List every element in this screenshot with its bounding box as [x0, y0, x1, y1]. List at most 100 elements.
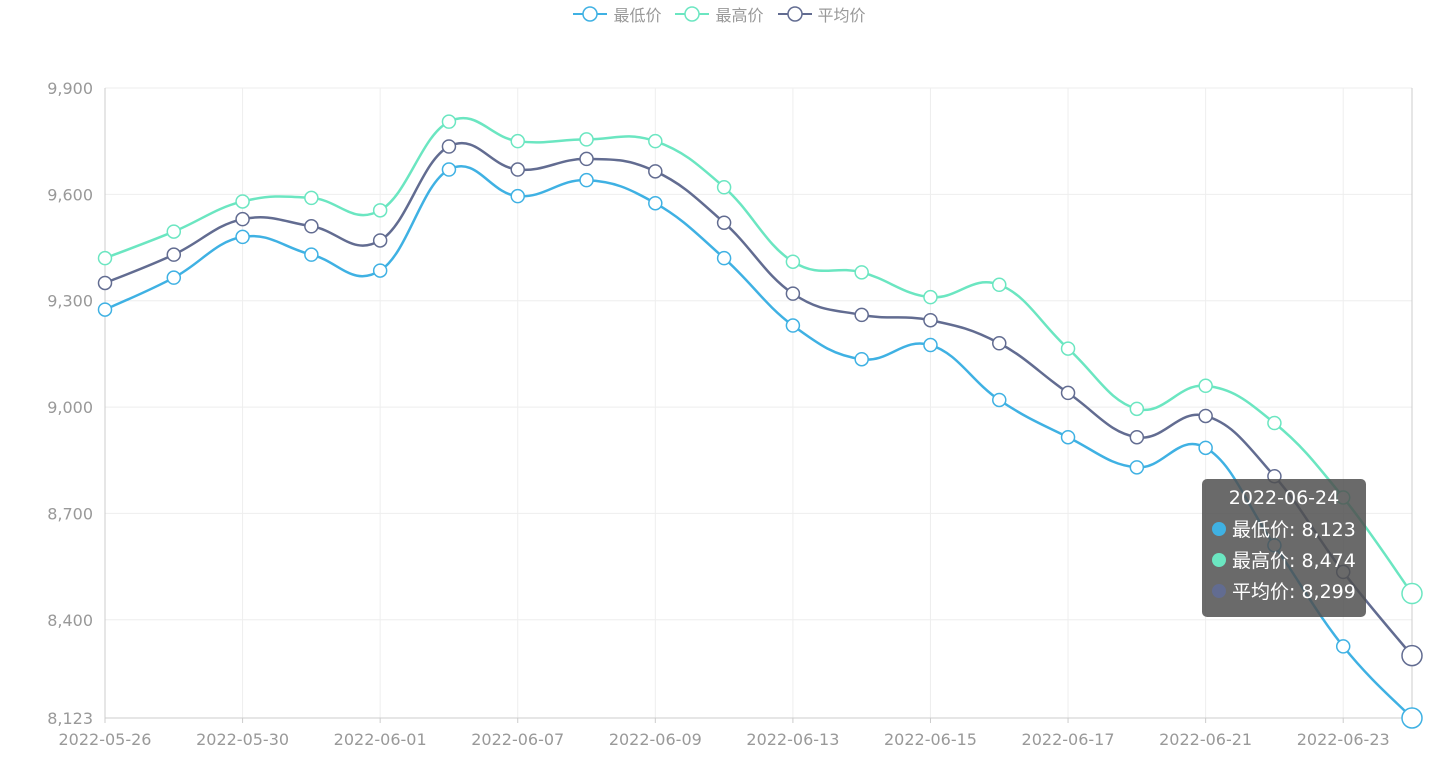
tooltip-row-text: 最低价: 8,123 [1232, 519, 1356, 541]
data-point [579, 151, 594, 167]
data-point [579, 132, 594, 147]
data-point [166, 224, 182, 239]
y-tick-label: 9,600 [47, 185, 93, 204]
data-point [854, 265, 869, 280]
data-point [923, 312, 938, 328]
data-point [304, 247, 319, 262]
data-point [579, 172, 594, 188]
y-tick-label: 8,400 [47, 611, 93, 630]
data-point [441, 162, 457, 177]
x-tick-label: 2022-06-17 [1022, 730, 1115, 749]
legend-item-avg[interactable]: 平均价 [777, 2, 866, 26]
data-point [97, 302, 113, 317]
data-point [1267, 415, 1282, 431]
data-point [1198, 378, 1213, 394]
y-tick-label: 9,000 [47, 398, 93, 417]
data-point [1401, 644, 1423, 667]
tooltip: 2022-06-24 最低价: 8,123 最高价: 8,474 平均价: 8,… [1202, 479, 1366, 617]
data-point [166, 270, 182, 285]
data-point [1060, 341, 1076, 356]
legend-label: 最低价 [613, 6, 662, 25]
data-point [304, 219, 319, 234]
data-point [441, 139, 457, 154]
x-tick-label: 2022-05-30 [196, 730, 289, 749]
series-line [104, 165, 1413, 719]
data-point [648, 133, 663, 149]
data-point [648, 195, 663, 211]
tooltip-row: 最高价: 8,474 [1212, 544, 1356, 575]
data-point [992, 336, 1007, 351]
data-point [1060, 429, 1076, 445]
x-tick-label: 2022-06-23 [1297, 730, 1390, 749]
legend-item-max[interactable]: 最高价 [675, 2, 764, 26]
data-point [372, 203, 388, 218]
data-point [372, 263, 388, 278]
data-point [923, 337, 938, 353]
series-lines [104, 116, 1414, 719]
data-point [97, 275, 113, 291]
data-point [785, 254, 801, 269]
data-point [923, 289, 938, 305]
series-dot-icon [1212, 521, 1226, 536]
series-points [97, 114, 1423, 729]
data-point [1198, 408, 1213, 424]
data-point [716, 180, 732, 195]
series-dot-icon [1212, 583, 1226, 598]
x-tick-label: 2022-06-13 [746, 730, 839, 749]
data-point [441, 114, 457, 129]
tooltip-row: 平均价: 8,299 [1212, 575, 1356, 606]
axes: 8,123 8,400 8,700 9,000 9,300 9,600 9,900 2022-… [47, 79, 1413, 749]
data-point [716, 215, 732, 230]
data-point [510, 133, 525, 149]
tooltip-title: 2022-06-24 [1228, 487, 1340, 509]
data-point [785, 286, 801, 301]
data-point [992, 277, 1007, 293]
data-point [992, 392, 1007, 408]
data-point [372, 233, 388, 248]
data-point [648, 164, 663, 179]
data-point [854, 351, 869, 367]
tooltip-row-text: 平均价: 8,299 [1232, 581, 1356, 603]
data-point [510, 162, 525, 177]
legend-symbol-icon [777, 6, 812, 22]
tooltip-row-text: 最高价: 8,474 [1232, 550, 1356, 572]
y-tick-label: 9,900 [47, 79, 93, 98]
data-point [1401, 582, 1423, 605]
legend-label: 平均价 [817, 6, 866, 25]
grid-lines [105, 87, 1412, 718]
data-point [166, 247, 182, 262]
data-point [235, 211, 250, 227]
data-point [1401, 707, 1423, 729]
series-dot-icon [1212, 552, 1226, 567]
x-tick-label: 2022-06-15 [884, 730, 977, 749]
legend-symbol-icon [573, 6, 608, 22]
x-tick-label: 2022-06-21 [1159, 730, 1252, 749]
data-point [785, 318, 801, 333]
x-tick-label: 2022-06-07 [471, 730, 564, 749]
y-tick-label: 8,123 [47, 709, 93, 728]
data-point [1129, 429, 1145, 445]
x-tick-label: 2022-05-26 [59, 730, 152, 749]
legend-label: 最高价 [715, 6, 764, 25]
data-point [854, 307, 869, 323]
data-point [1129, 401, 1145, 417]
data-point [1060, 385, 1076, 401]
y-tick-label: 9,300 [47, 292, 93, 311]
legend: 最低价 最高价 平均价 [0, 2, 1439, 26]
x-tick-label: 2022-06-01 [334, 730, 427, 749]
legend-symbol-icon [675, 6, 710, 22]
tooltip-row: 最低价: 8,123 [1212, 513, 1356, 544]
data-point [235, 194, 250, 209]
y-tick-label: 8,700 [47, 504, 93, 523]
data-point [304, 190, 319, 206]
data-point [1129, 460, 1145, 475]
legend-item-min[interactable]: 最低价 [573, 2, 661, 26]
x-tick-label: 2022-06-09 [609, 730, 702, 749]
data-point [716, 250, 732, 266]
data-point [235, 229, 250, 245]
data-point [97, 250, 113, 266]
data-point [1198, 440, 1213, 456]
data-point [510, 188, 525, 204]
data-point [1335, 639, 1351, 654]
